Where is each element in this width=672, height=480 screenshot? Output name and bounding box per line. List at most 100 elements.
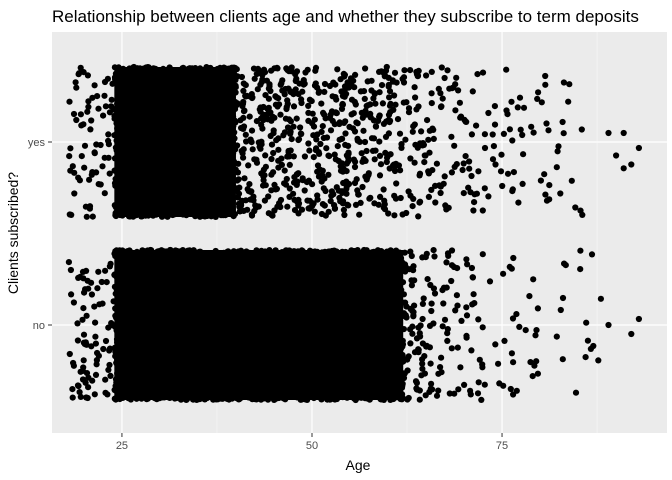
data-point: [428, 90, 435, 97]
data-point: [275, 164, 282, 171]
data-point: [370, 117, 377, 124]
data-point: [69, 386, 76, 393]
data-point: [192, 213, 199, 220]
data-point: [354, 120, 361, 127]
data-point: [284, 124, 292, 131]
data-point: [530, 129, 537, 136]
data-point: [407, 192, 414, 199]
data-point: [310, 123, 318, 130]
data-point: [377, 161, 385, 168]
data-point: [435, 387, 442, 394]
data-point: [348, 82, 355, 89]
data-point: [358, 109, 365, 116]
data-point: [464, 261, 471, 268]
data-point: [125, 213, 133, 220]
data-point: [268, 141, 276, 148]
data-point: [236, 184, 243, 191]
data-point: [236, 208, 243, 215]
data-point: [234, 177, 241, 184]
data-point: [400, 79, 408, 86]
data-point: [352, 158, 359, 165]
data-point: [432, 199, 439, 206]
data-point: [459, 166, 466, 174]
data-point: [381, 197, 388, 204]
data-point: [466, 158, 473, 165]
data-point: [255, 139, 262, 146]
data-point: [85, 98, 92, 105]
data-point: [526, 293, 533, 300]
data-point: [116, 395, 123, 403]
data-point: [108, 96, 115, 103]
data-point: [291, 207, 299, 214]
data-point: [510, 254, 517, 262]
data-point: [577, 207, 584, 214]
data-point: [419, 142, 426, 149]
data-point: [529, 373, 536, 380]
data-point: [138, 213, 145, 220]
data-point: [363, 102, 370, 110]
data-point: [314, 131, 321, 138]
data-point: [166, 65, 173, 72]
data-point: [251, 395, 258, 403]
data-point: [71, 190, 78, 197]
data-point: [358, 150, 365, 157]
data-point: [248, 139, 255, 146]
data-point: [222, 212, 229, 219]
data-point: [88, 117, 95, 124]
data-point: [73, 116, 80, 124]
data-point: [458, 317, 465, 324]
data-point: [419, 300, 426, 307]
data-point: [270, 149, 277, 157]
data-point: [369, 147, 377, 154]
data-point: [443, 259, 450, 266]
data-point: [354, 137, 361, 144]
data-point: [572, 389, 580, 396]
data-point: [192, 65, 199, 72]
data-point: [467, 387, 474, 394]
data-point: [491, 121, 499, 128]
data-point: [293, 181, 300, 188]
data-point: [204, 394, 211, 402]
data-point: [438, 64, 445, 71]
data-point: [295, 136, 302, 144]
data-point: [620, 165, 627, 172]
data-point: [112, 273, 120, 280]
data-point: [382, 149, 389, 156]
data-point: [577, 266, 584, 273]
data-point: [376, 68, 383, 75]
data-point: [238, 124, 245, 132]
data-point: [99, 163, 106, 170]
data-point: [375, 201, 382, 208]
data-point: [444, 67, 451, 74]
data-point: [283, 103, 290, 111]
data-point: [284, 97, 291, 104]
data-point: [268, 117, 275, 124]
data-point: [286, 185, 293, 192]
data-point: [613, 152, 620, 159]
data-point: [111, 167, 118, 174]
data-point: [326, 82, 334, 90]
data-point: [235, 160, 242, 167]
data-point: [74, 320, 81, 327]
data-point: [277, 196, 285, 204]
data-point: [250, 197, 257, 204]
data-point: [595, 357, 602, 364]
data-point: [114, 100, 121, 108]
data-point: [578, 126, 585, 133]
data-point: [363, 247, 370, 254]
data-point: [114, 370, 121, 377]
data-point: [94, 93, 101, 100]
data-point: [380, 186, 387, 193]
data-point: [351, 98, 358, 105]
data-point: [325, 171, 332, 178]
data-point: [408, 282, 415, 289]
data-point: [519, 180, 526, 187]
data-point: [66, 350, 73, 358]
data-point: [103, 279, 110, 286]
data-point: [553, 164, 560, 171]
data-point: [628, 330, 635, 338]
data-point: [392, 101, 399, 108]
data-point: [451, 142, 458, 149]
data-point: [160, 65, 167, 72]
data-point: [479, 69, 487, 76]
